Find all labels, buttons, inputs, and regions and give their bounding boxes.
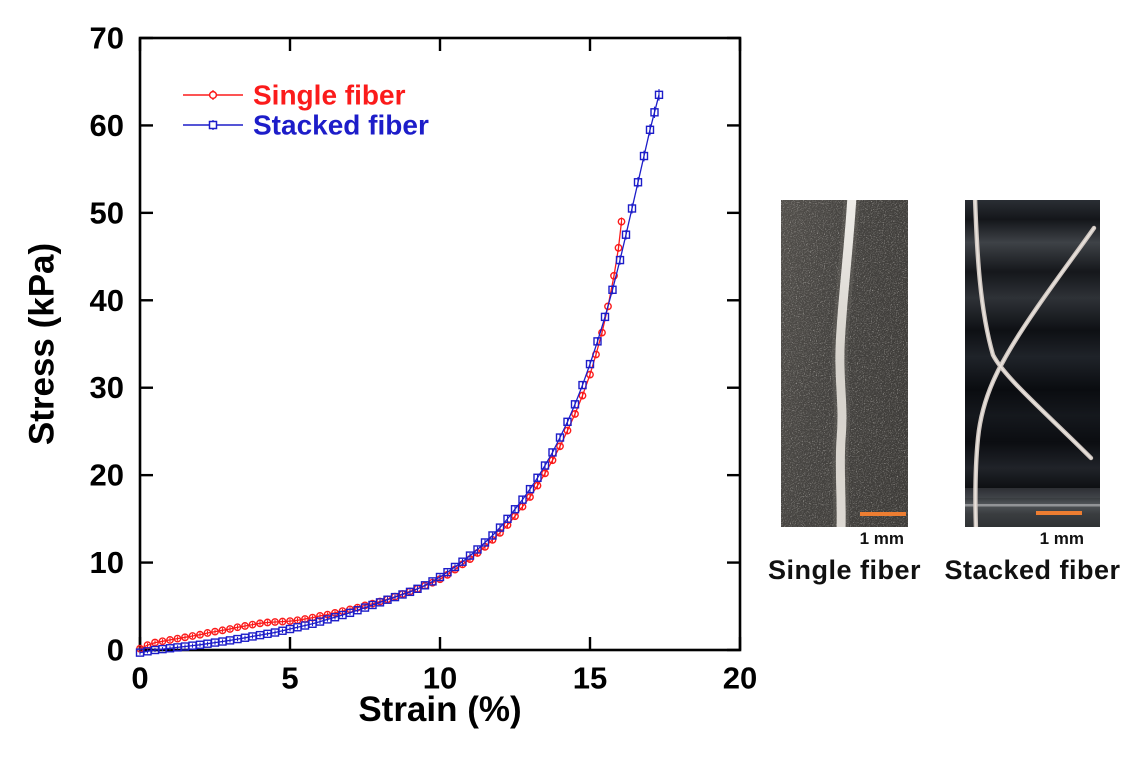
x-tick-label: 5 bbox=[281, 660, 298, 695]
single-fiber-strand bbox=[835, 200, 857, 527]
x-tick-label: 10 bbox=[423, 660, 457, 695]
series-single-fiber bbox=[136, 217, 626, 653]
single-fiber-image bbox=[781, 200, 908, 527]
photo-caption-stacked: Stacked fiber bbox=[944, 555, 1121, 585]
scale-bar bbox=[860, 512, 906, 516]
stacked-fiber-strand-2 bbox=[973, 225, 1097, 527]
stacked-fiber-photo-block: 1 mm Stacked fiber bbox=[944, 200, 1120, 586]
strand-1-highlight bbox=[974, 200, 1092, 459]
strand-2-highlight bbox=[974, 227, 1095, 527]
legend-label: Stacked fiber bbox=[253, 110, 429, 141]
x-tick-label: 0 bbox=[131, 660, 148, 695]
legend-label: Single fiber bbox=[253, 80, 406, 111]
y-tick-label: 50 bbox=[90, 195, 124, 230]
scale-bar bbox=[1036, 511, 1082, 515]
y-tick-label: 0 bbox=[107, 633, 124, 668]
series-stacked-fiber bbox=[135, 89, 664, 657]
single-fiber-photo bbox=[781, 200, 908, 527]
x-tick-label: 15 bbox=[573, 660, 607, 695]
single-fiber-photo-block: 1 mm Single fiber bbox=[768, 200, 921, 586]
y-tick-label: 70 bbox=[90, 21, 124, 56]
stacked-fiber-photo bbox=[965, 200, 1100, 527]
y-tick-label: 30 bbox=[90, 370, 124, 405]
x-tick-label: 20 bbox=[723, 660, 757, 695]
y-tick-label: 60 bbox=[90, 108, 124, 143]
y-tick-label: 40 bbox=[90, 283, 124, 318]
stacked-fiber-strand-1 bbox=[972, 200, 1094, 461]
y-axis-title: Stress (kPa) bbox=[23, 243, 62, 445]
table-edge-line bbox=[965, 504, 1100, 507]
legend-item-stacked-fiber: Stacked fiber bbox=[183, 110, 429, 141]
table-band bbox=[965, 488, 1100, 498]
legend-item-single-fiber: Single fiber bbox=[183, 80, 406, 111]
stacked-fiber-image bbox=[965, 200, 1100, 527]
scale-label: 1 mm bbox=[1039, 529, 1084, 548]
y-tick-label: 20 bbox=[90, 458, 124, 493]
x-axis-title: Strain (%) bbox=[358, 690, 521, 729]
scale-label: 1 mm bbox=[859, 529, 904, 548]
photo-caption-single: Single fiber bbox=[767, 555, 922, 585]
stress-strain-chart: 0 5 10 15 20 0 10 20 30 40 50 60 70 Strain (%) Stress … bbox=[23, 21, 758, 729]
y-tick-label: 10 bbox=[90, 545, 124, 580]
